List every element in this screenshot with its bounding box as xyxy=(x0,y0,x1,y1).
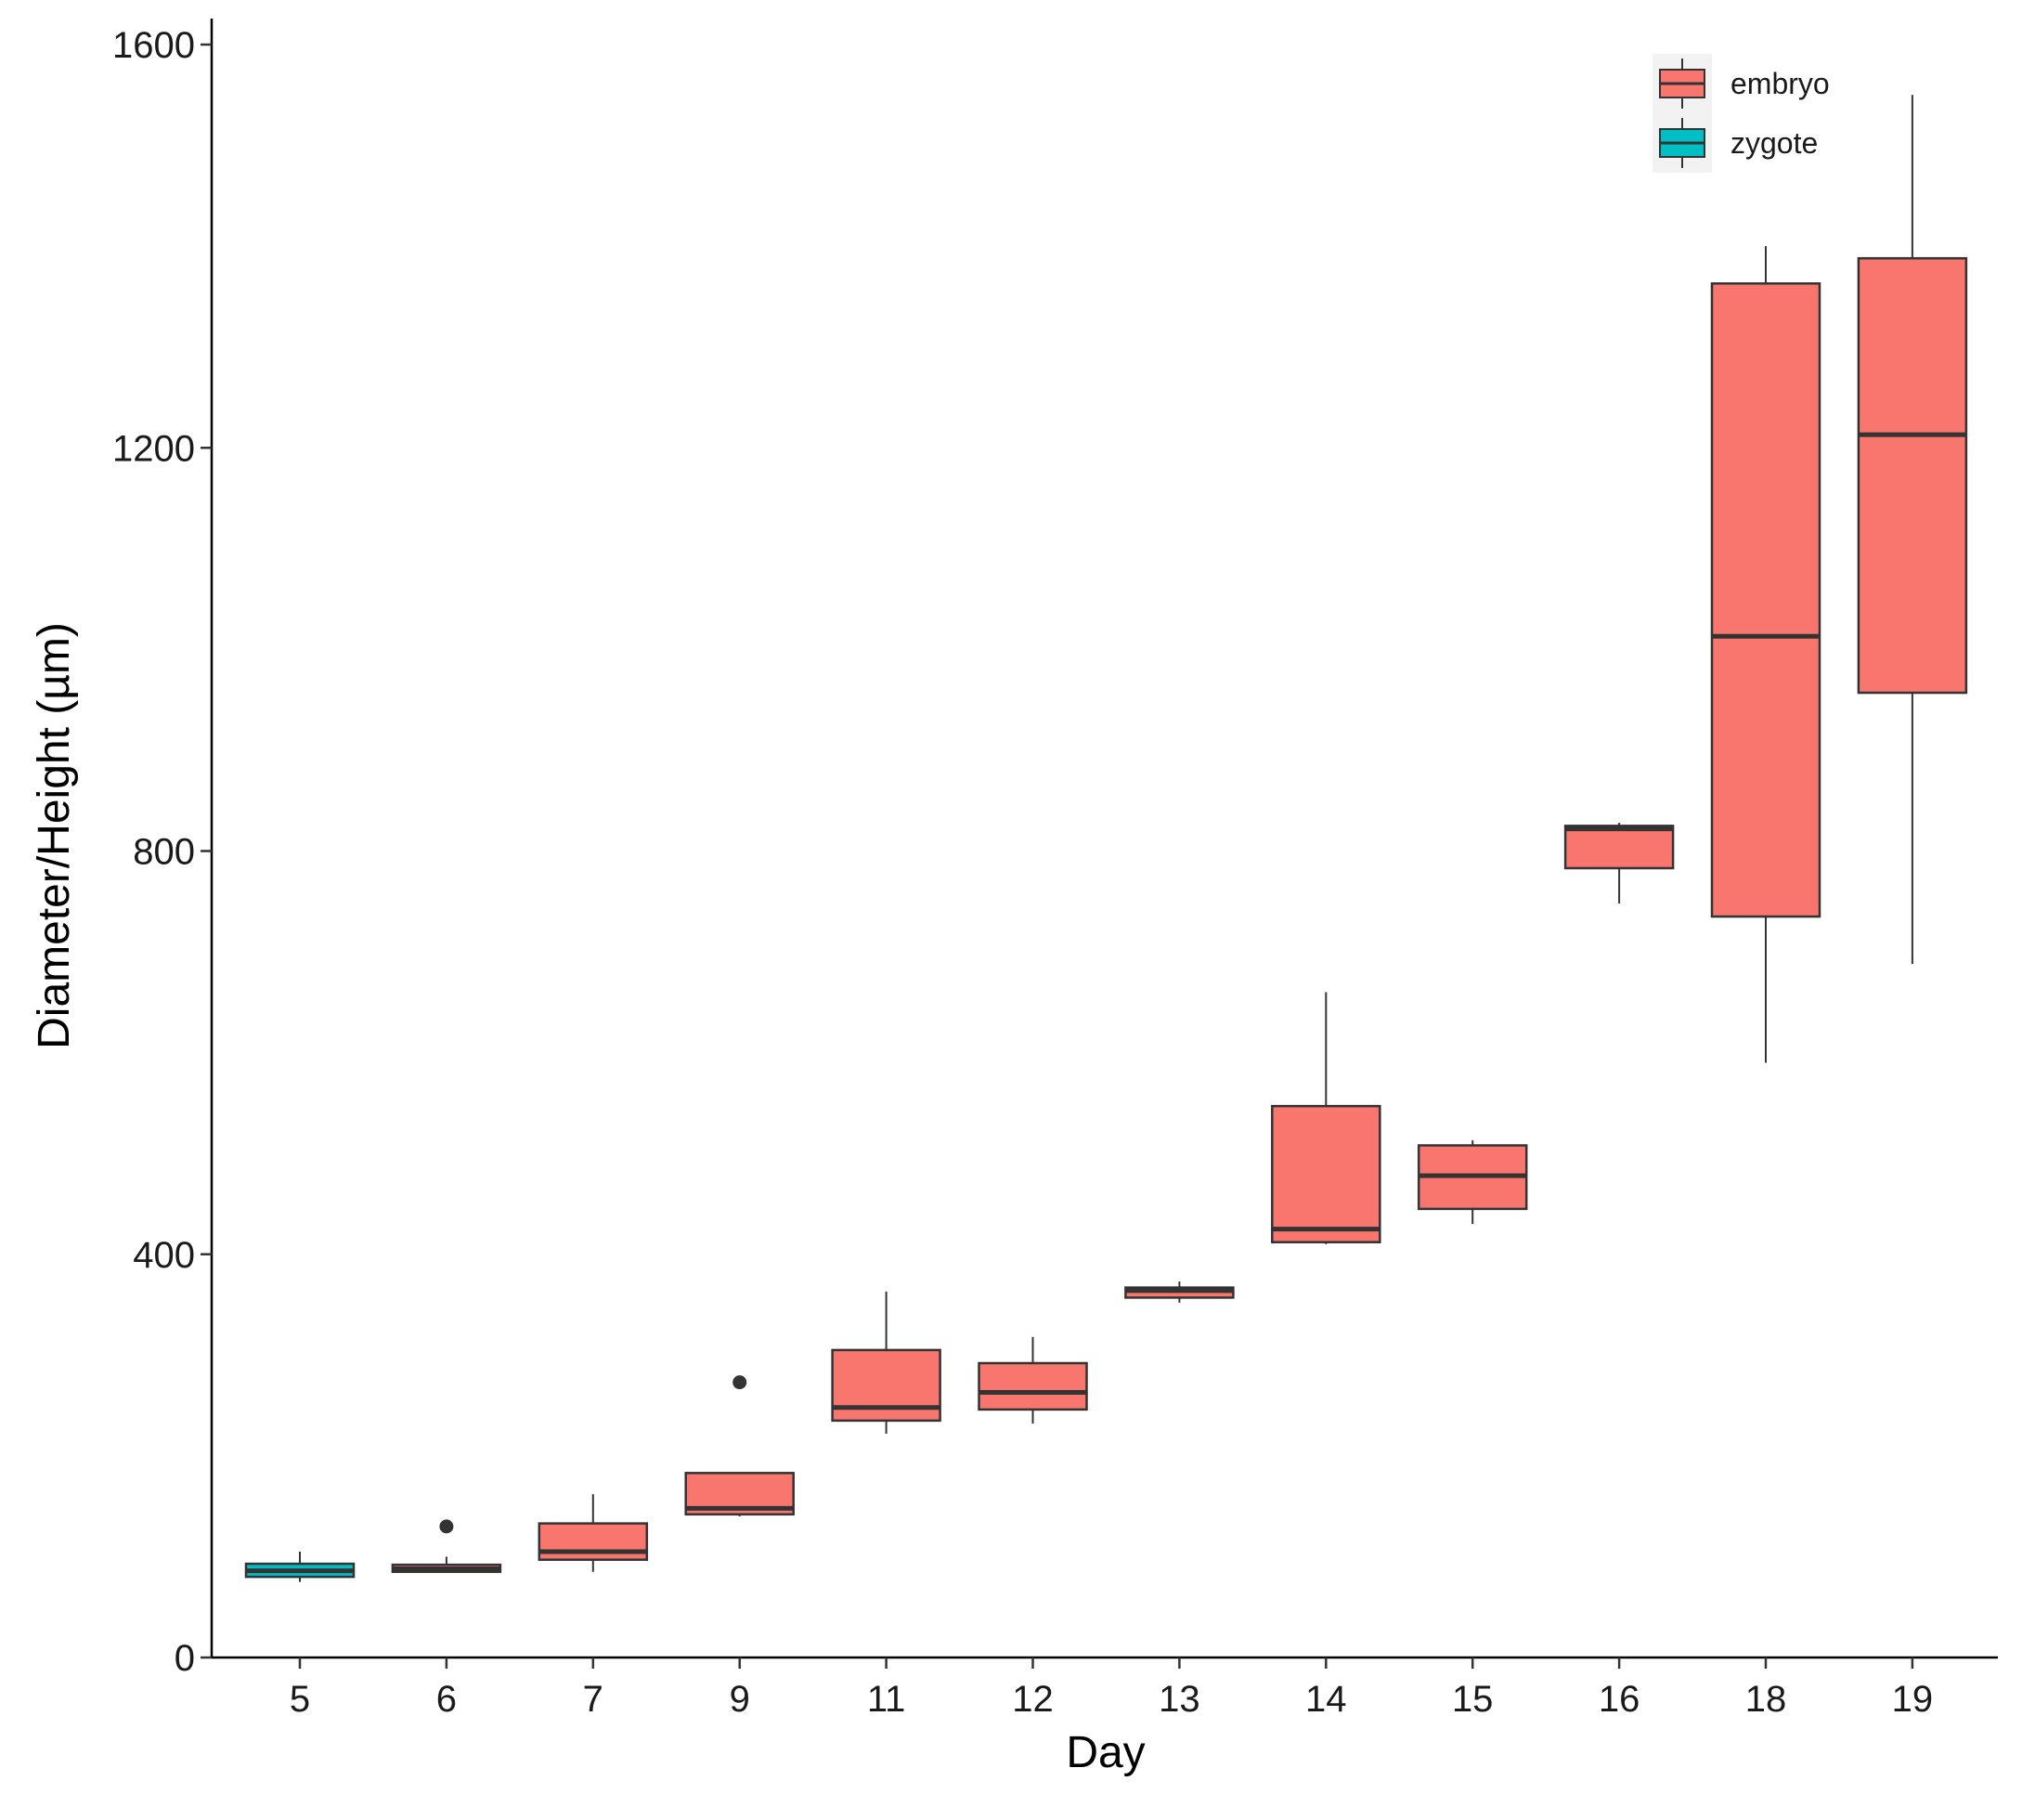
box-embryo-day-12 xyxy=(978,1336,1088,1424)
box-embryo-day-6 xyxy=(391,1519,502,1573)
y-tick-label: 1600 xyxy=(112,25,195,66)
x-tick-label: 7 xyxy=(583,1679,603,1720)
legend-label: embryo xyxy=(1730,67,1830,100)
box-iqr xyxy=(538,1522,649,1561)
y-tick-label: 0 xyxy=(175,1638,195,1679)
outlier-point xyxy=(732,1375,747,1390)
box-embryo-day-14 xyxy=(1271,992,1381,1244)
x-axis-title: Day xyxy=(1066,1728,1145,1777)
box-embryo-day-18 xyxy=(1710,246,1821,1063)
box-iqr xyxy=(1710,282,1821,918)
y-tick-label: 1200 xyxy=(112,428,195,469)
legend-label: zygote xyxy=(1730,126,1818,160)
legend: embryo zygote xyxy=(1653,54,1830,173)
x-tick-label: 16 xyxy=(1599,1679,1640,1720)
x-tick-label: 19 xyxy=(1892,1679,1934,1720)
x-tick-label: 12 xyxy=(1012,1679,1054,1720)
x-tick-label: 15 xyxy=(1452,1679,1494,1720)
box-embryo-day-11 xyxy=(831,1291,941,1434)
box-embryo-day-15 xyxy=(1417,1140,1528,1225)
y-axis-title: Diameter/Height (µm) xyxy=(30,622,79,1049)
x-tick-label: 6 xyxy=(436,1679,457,1720)
legend-item-embryo: embryo xyxy=(1659,58,1830,109)
axes: 0 400 800 1200 1600 5 6 7 9 11 12 13 14 15 16 18 19 xyxy=(112,19,1998,1720)
box-iqr xyxy=(978,1361,1088,1411)
box-embryo-day-19 xyxy=(1857,95,1968,965)
y-tick-label: 800 xyxy=(133,832,195,873)
x-tick-label: 11 xyxy=(867,1679,906,1720)
y-tick-label: 400 xyxy=(133,1235,195,1276)
outlier-point xyxy=(439,1519,454,1534)
x-tick-label: 5 xyxy=(290,1679,310,1720)
plot-area xyxy=(244,95,1968,1582)
x-tick-label: 13 xyxy=(1159,1679,1200,1720)
box-iqr xyxy=(1271,1104,1381,1243)
box-iqr xyxy=(831,1348,941,1423)
box-embryo-day-13 xyxy=(1124,1281,1235,1303)
box-embryo-day-16 xyxy=(1563,823,1675,904)
box-zygote-day-5 xyxy=(244,1552,356,1582)
box-iqr xyxy=(1857,256,1968,695)
box-iqr xyxy=(1563,825,1675,870)
x-tick-label: 18 xyxy=(1745,1679,1787,1720)
box-embryo-day-9 xyxy=(684,1375,795,1517)
x-tick-label: 14 xyxy=(1305,1679,1347,1720)
box-embryo-day-7 xyxy=(538,1494,649,1572)
x-tick-label: 9 xyxy=(730,1679,750,1720)
legend-item-zygote: zygote xyxy=(1659,118,1818,168)
